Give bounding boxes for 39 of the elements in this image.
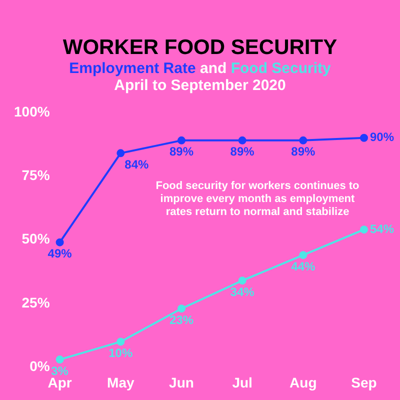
point <box>360 226 368 234</box>
y-tick-label: 0% <box>30 358 50 374</box>
y-tick-label: 100% <box>14 103 50 120</box>
data-label: 90% <box>370 130 394 144</box>
point <box>360 134 368 142</box>
x-tick-label: Aug <box>290 374 317 390</box>
chart-title: WORKER FOOD SECURITY <box>62 36 338 60</box>
y-tick-label: 25% <box>22 294 50 310</box>
point <box>238 276 246 285</box>
y-tick-label: 75% <box>22 166 50 183</box>
point <box>299 136 308 144</box>
x-tick-label: Jul <box>232 374 252 390</box>
data-label: 44% <box>291 259 316 274</box>
x-tick-label: May <box>107 374 134 390</box>
chart-subtitle: and <box>199 60 228 77</box>
data-label: 89% <box>230 144 255 159</box>
data-label: 23% <box>169 312 194 327</box>
x-tick-label: Jun <box>169 374 194 390</box>
text: April to September 2020 <box>113 77 287 94</box>
data-label: 89% <box>169 144 194 159</box>
point <box>116 149 125 158</box>
data-label: 54% <box>370 222 394 236</box>
data-label: 84% <box>124 157 149 172</box>
point <box>238 136 246 144</box>
point <box>56 238 64 246</box>
text: Food Security <box>230 60 331 77</box>
point <box>116 338 125 346</box>
annotation: Food security for workers continues to improve every month as employment rates return to normal and stabilize <box>154 180 360 220</box>
point <box>177 304 186 313</box>
data-label: 10% <box>108 346 133 360</box>
x-tick-label: Sep <box>351 374 377 390</box>
point <box>177 136 186 144</box>
point <box>56 356 64 364</box>
text: Employment Rate <box>69 60 196 77</box>
y-tick-label: 50% <box>22 230 50 247</box>
data-label: 89% <box>291 144 316 159</box>
point <box>299 251 308 260</box>
data-label: 34% <box>230 284 255 299</box>
data-label: 49% <box>48 246 72 261</box>
